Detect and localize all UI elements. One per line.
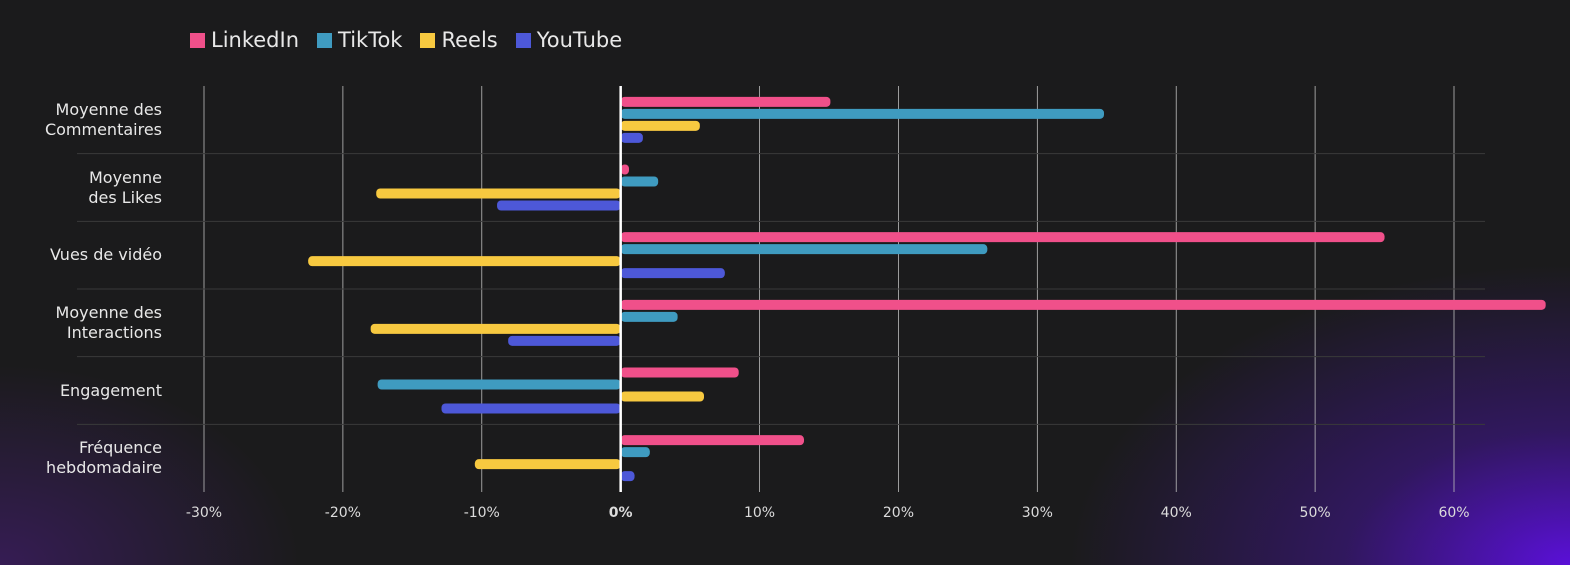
bar xyxy=(377,379,621,390)
bar xyxy=(620,311,678,322)
bar xyxy=(620,268,725,279)
x-tick-label: 30% xyxy=(1022,505,1053,521)
bar xyxy=(620,120,700,131)
bar xyxy=(620,108,1104,119)
x-tick-label: 0% xyxy=(609,505,633,521)
x-tick-label: -20% xyxy=(325,505,361,521)
bar xyxy=(620,367,739,378)
x-tick-label: 20% xyxy=(883,505,914,521)
legend-label: YouTube xyxy=(536,28,623,52)
bar xyxy=(620,132,643,143)
bar xyxy=(441,403,621,414)
legend-swatch xyxy=(190,32,205,48)
bar xyxy=(620,164,629,175)
y-tick-label: Vues de vidéo xyxy=(49,245,162,265)
y-tick-label: Fréquence hebdomadaire xyxy=(46,438,162,478)
bar xyxy=(497,200,621,211)
y-tick-label: Moyenne des Commentaires xyxy=(44,99,162,139)
bar xyxy=(620,435,804,446)
legend-swatch xyxy=(420,32,436,48)
bar xyxy=(376,188,621,199)
y-tick-label: Engagement xyxy=(59,380,162,400)
x-tick-label: 40% xyxy=(1161,505,1192,521)
bar xyxy=(620,471,635,482)
x-tick-label: -10% xyxy=(464,505,500,521)
legend: LinkedIn TikTok Reels YouTube xyxy=(190,28,622,52)
bar xyxy=(620,244,988,255)
bar xyxy=(370,323,621,334)
x-tick-label: 60% xyxy=(1438,505,1469,521)
bar xyxy=(620,391,704,402)
y-tick-label: Moyenne des Likes xyxy=(88,167,162,207)
legend-item: YouTube xyxy=(515,28,623,52)
x-tick-label: -30% xyxy=(186,505,222,521)
bar xyxy=(508,335,621,346)
legend-label: TikTok xyxy=(338,28,403,52)
x-tick-label: 10% xyxy=(744,505,775,521)
legend-item: TikTok xyxy=(317,28,402,52)
y-tick-label: Moyenne des Interactions xyxy=(55,302,162,342)
legend-label: LinkedIn xyxy=(211,28,300,52)
legend-label: Reels xyxy=(441,28,498,52)
bar xyxy=(620,299,1546,310)
bar xyxy=(620,96,831,107)
legend-swatch xyxy=(317,32,333,48)
legend-item: LinkedIn xyxy=(190,28,299,52)
bar xyxy=(620,447,650,458)
bar xyxy=(620,232,1385,243)
bar xyxy=(308,256,621,267)
bar xyxy=(474,459,621,470)
legend-item: Reels xyxy=(420,28,498,52)
bar xyxy=(620,176,659,187)
legend-swatch xyxy=(515,32,531,48)
x-tick-label: 50% xyxy=(1300,505,1331,521)
